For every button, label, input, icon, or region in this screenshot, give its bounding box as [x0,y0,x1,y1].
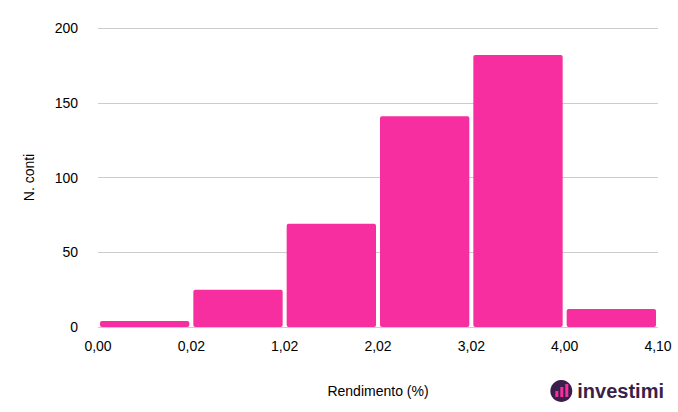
svg-text:Rendimento (%): Rendimento (%) [327,383,428,399]
svg-text:50: 50 [62,244,78,260]
svg-text:3,02: 3,02 [458,338,485,354]
svg-text:0,00: 0,00 [84,338,111,354]
svg-text:100: 100 [55,170,79,186]
svg-text:N. conti: N. conti [21,154,37,201]
svg-text:1,02: 1,02 [271,338,298,354]
svg-text:150: 150 [55,95,79,111]
svg-text:investimi: investimi [577,380,664,402]
svg-text:2,02: 2,02 [364,338,391,354]
svg-text:0,02: 0,02 [178,338,205,354]
svg-text:0: 0 [70,319,78,335]
svg-text:4,00: 4,00 [551,338,578,354]
svg-text:200: 200 [55,20,79,36]
svg-text:4,10: 4,10 [644,338,671,354]
